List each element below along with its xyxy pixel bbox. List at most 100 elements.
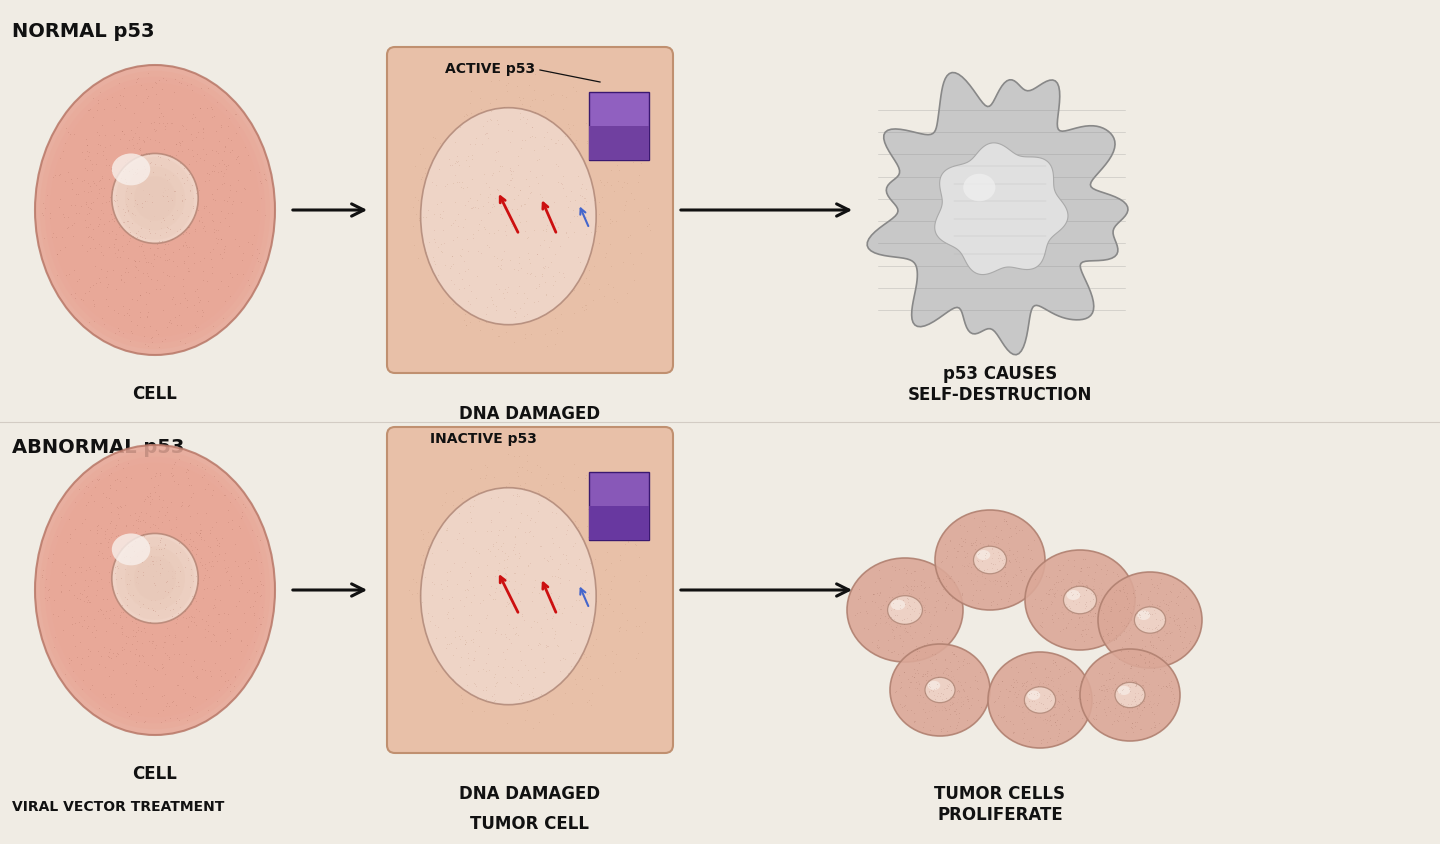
Point (1081, 711, 1104, 725)
Point (560, 599, 583, 613)
Point (472, 220, 495, 234)
Point (1096, 701, 1119, 714)
Point (1002, 726, 1025, 739)
Point (1005, 680, 1028, 694)
Point (1066, 575, 1089, 588)
Point (131, 267, 154, 280)
Point (45, 230, 68, 244)
Point (416, 203, 439, 217)
Point (56, 221, 79, 235)
Point (485, 621, 508, 635)
Point (989, 711, 1012, 724)
Point (215, 160, 238, 173)
Point (861, 587, 884, 600)
Point (913, 686, 936, 700)
Point (942, 673, 965, 686)
Point (936, 681, 959, 695)
Point (76, 138, 99, 151)
Point (1028, 710, 1051, 723)
Ellipse shape (891, 599, 906, 610)
Point (1047, 730, 1070, 744)
Point (628, 574, 651, 587)
Point (920, 684, 943, 697)
Point (530, 621, 553, 635)
Point (1076, 579, 1099, 592)
Point (497, 123, 520, 137)
Point (628, 619, 651, 633)
Point (508, 644, 531, 657)
Point (516, 663, 539, 677)
Point (852, 595, 876, 609)
Point (1142, 641, 1165, 654)
Point (114, 701, 137, 714)
Point (1152, 614, 1175, 628)
Point (1159, 625, 1182, 639)
Point (901, 595, 924, 609)
Point (534, 201, 557, 214)
Point (1126, 579, 1149, 592)
Point (984, 520, 1007, 533)
Point (868, 603, 891, 616)
Point (469, 92, 492, 106)
Point (1115, 625, 1138, 638)
Point (982, 546, 1005, 560)
Point (1138, 698, 1161, 711)
Point (932, 666, 955, 679)
Point (919, 623, 942, 636)
Point (1139, 635, 1162, 648)
Point (107, 507, 130, 521)
Point (1155, 604, 1178, 618)
Text: ACTIVE p53: ACTIVE p53 (445, 62, 536, 76)
Point (444, 135, 467, 149)
Point (1094, 709, 1117, 722)
Point (593, 479, 616, 493)
Point (984, 695, 1007, 708)
Point (1123, 674, 1146, 688)
Point (438, 565, 461, 578)
Point (209, 203, 232, 217)
Point (1152, 593, 1175, 607)
Point (176, 240, 199, 253)
Point (85, 519, 108, 533)
Point (91, 170, 114, 183)
Point (1123, 690, 1146, 703)
Point (82, 278, 105, 291)
Point (120, 539, 143, 553)
Point (893, 698, 916, 711)
Point (251, 578, 274, 592)
Point (115, 199, 138, 213)
Point (935, 724, 958, 738)
Point (1171, 582, 1194, 596)
Point (592, 205, 615, 219)
Point (105, 530, 128, 544)
Point (500, 670, 523, 684)
Point (228, 522, 251, 535)
Point (919, 653, 942, 667)
Point (124, 513, 147, 527)
Point (1140, 607, 1164, 620)
Ellipse shape (117, 537, 194, 619)
Point (992, 514, 1015, 528)
Point (186, 527, 209, 540)
Point (917, 704, 940, 717)
Point (1139, 722, 1162, 735)
Point (30, 569, 53, 582)
Point (588, 283, 611, 296)
Point (115, 181, 138, 195)
Point (121, 327, 144, 340)
Point (187, 528, 210, 542)
Point (935, 661, 958, 674)
Point (937, 587, 960, 601)
Point (1143, 661, 1166, 674)
Point (953, 559, 976, 572)
Point (202, 207, 225, 220)
Point (1060, 586, 1083, 599)
Point (552, 651, 575, 664)
Point (1119, 697, 1142, 711)
Point (176, 78, 199, 92)
Point (124, 254, 147, 268)
Point (482, 670, 505, 684)
Point (1102, 623, 1125, 636)
Point (539, 255, 562, 268)
Point (1138, 598, 1161, 612)
